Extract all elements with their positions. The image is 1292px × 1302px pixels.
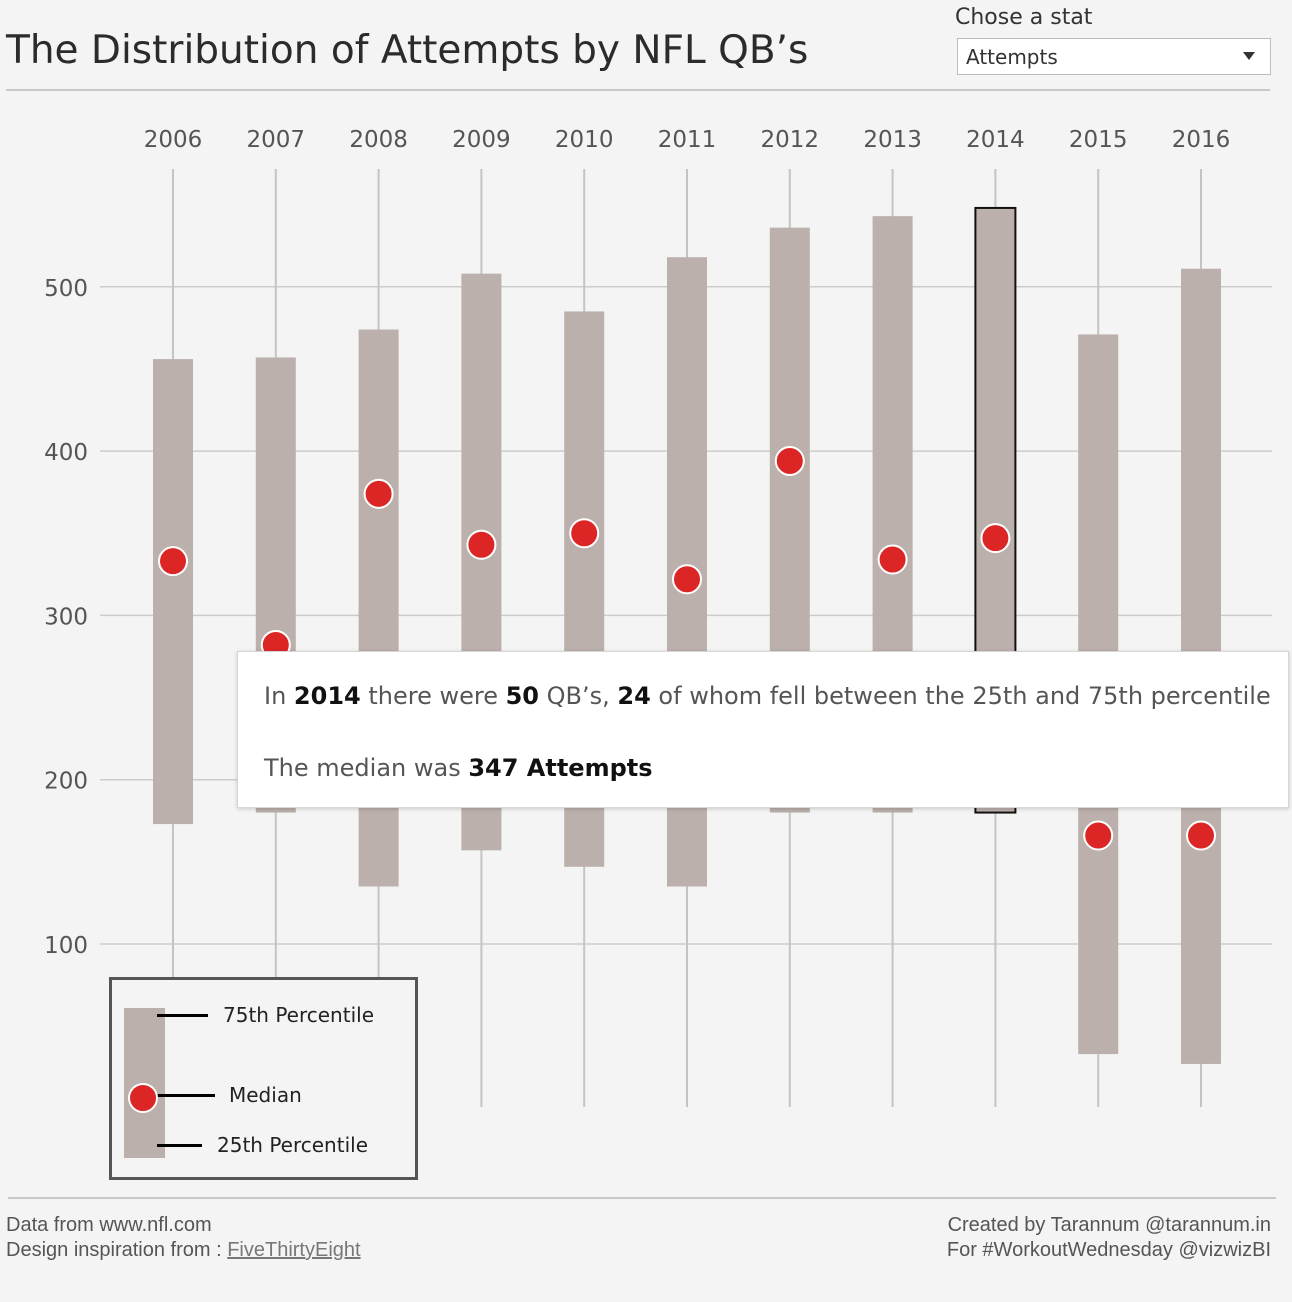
x-tick-label: 2010 <box>555 127 614 153</box>
tooltip-text: The median was <box>264 754 469 782</box>
median-point <box>877 544 908 575</box>
legend-p25-label: 25th Percentile <box>217 1133 368 1157</box>
x-tick-label: 2013 <box>863 127 922 153</box>
median-point <box>980 523 1011 554</box>
legend-p25-line <box>157 1144 202 1147</box>
median-point <box>672 564 702 595</box>
iqr-bar <box>153 359 193 825</box>
stat-dropdown-value: Attempts <box>966 45 1058 69</box>
median-point <box>1186 820 1216 851</box>
footer-right: Created by Tarannum @tarannum.in For #Wo… <box>947 1213 1271 1263</box>
x-tick-label: 2006 <box>144 127 203 153</box>
median-point <box>466 529 497 560</box>
stat-dropdown[interactable]: Attempts <box>957 38 1271 75</box>
median-point <box>774 445 805 476</box>
x-tick-label: 2007 <box>247 127 306 153</box>
chevron-down-icon <box>1243 52 1255 60</box>
legend-median-swatch <box>128 1083 158 1113</box>
tooltip-summary: In 2014 there were 50 QB’s, 24 of whom f… <box>264 682 1271 710</box>
tooltip-year: 2014 <box>293 682 361 710</box>
x-tick-label: 2009 <box>452 127 511 153</box>
data-source: Data from www.nfl.com <box>6 1214 212 1236</box>
tooltip-text: QB’s, <box>539 682 618 710</box>
x-tick-label: 2015 <box>1069 127 1128 153</box>
x-tick-label: 2008 <box>349 127 408 153</box>
legend-p75-line <box>157 1014 208 1017</box>
tooltip-median-value: 347 Attempts <box>468 754 653 782</box>
legend-median-label: Median <box>229 1083 302 1107</box>
x-tick-label: 2016 <box>1172 127 1231 153</box>
tooltip-between-count: 24 <box>617 682 651 710</box>
footer-left: Data from www.nfl.com Design inspiration… <box>6 1213 361 1263</box>
y-tick-label: 400 <box>44 440 88 466</box>
legend-p75-label: 75th Percentile <box>223 1003 374 1027</box>
tooltip: In 2014 there were 50 QB’s, 24 of whom f… <box>237 651 1289 808</box>
page-title: The Distribution of Attempts by NFL QB’s <box>6 28 809 73</box>
x-tick-label: 2011 <box>658 127 717 153</box>
stat-selector-label: Chose a stat <box>955 5 1093 30</box>
title-divider <box>6 89 1270 91</box>
created-by: Created by Tarannum @tarannum.in <box>947 1214 1271 1236</box>
median-point <box>569 518 600 549</box>
inspiration-prefix: Design inspiration from : <box>6 1239 228 1261</box>
tooltip-text: of whom fell between the 25th and 75th p… <box>650 682 1271 710</box>
legend: 75th Percentile Median 25th Percentile <box>109 977 418 1180</box>
median-point <box>1083 820 1114 851</box>
footer-divider <box>8 1197 1276 1199</box>
tooltip-qb-count: 50 <box>505 682 540 710</box>
workout-credit: For #WorkoutWednesday @vizwizBI <box>946 1239 1271 1261</box>
legend-median-line <box>157 1094 215 1097</box>
y-tick-label: 200 <box>44 769 88 795</box>
y-tick-label: 100 <box>44 933 88 959</box>
y-tick-label: 500 <box>44 276 88 302</box>
tooltip-median: The median was 347 Attempts <box>264 754 653 782</box>
y-tick-label: 300 <box>44 604 88 630</box>
design-inspiration: Design inspiration from : FiveThirtyEigh… <box>6 1238 361 1263</box>
tooltip-text: there were <box>360 682 506 710</box>
x-tick-label: 2014 <box>966 127 1025 153</box>
x-tick-label: 2012 <box>761 127 820 153</box>
tooltip-text: In <box>264 682 294 710</box>
median-point <box>363 478 394 509</box>
median-point <box>158 546 188 577</box>
fivethirtyeight-link[interactable]: FiveThirtyEight <box>227 1239 361 1261</box>
